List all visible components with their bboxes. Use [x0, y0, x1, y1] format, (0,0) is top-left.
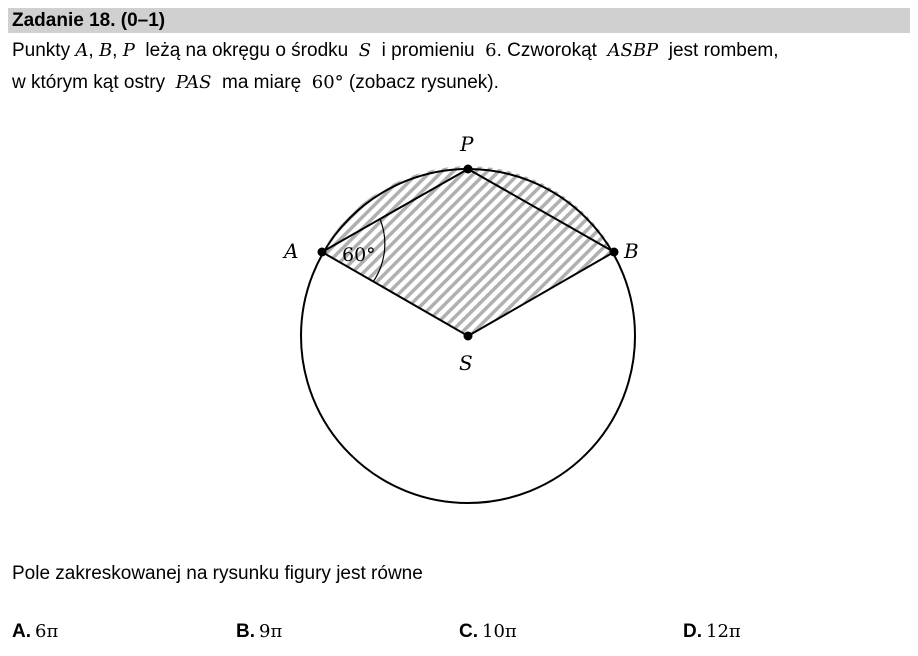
point-B — [609, 247, 619, 257]
point-P — [463, 164, 473, 174]
question-prompt: Pole zakreskowanej na rysunku figury jes… — [12, 563, 423, 584]
point-A — [317, 247, 327, 257]
question-line-2: w którym kąt ostry PAS ma miarę 60° (zob… — [12, 72, 499, 93]
point-S — [463, 331, 473, 341]
label-S: S — [459, 351, 473, 375]
question-line-1: Punkty A, B, P leżą na okręgu o środku S… — [12, 40, 779, 61]
angle-label: 60° — [342, 244, 376, 266]
answer-D[interactable]: D. 12π — [683, 621, 741, 642]
answer-A[interactable]: A. 6π — [12, 621, 59, 642]
label-B: B — [623, 239, 639, 263]
answer-B[interactable]: B. 9π — [236, 621, 283, 642]
label-P: P — [459, 132, 474, 156]
angle-arc — [372, 218, 386, 283]
task-title: Zadanie 18. (0–1) — [12, 10, 166, 31]
answer-C[interactable]: C. 10π — [459, 621, 517, 642]
task-header: Zadanie 18. (0–1) — [8, 8, 910, 33]
label-A: A — [282, 239, 298, 263]
